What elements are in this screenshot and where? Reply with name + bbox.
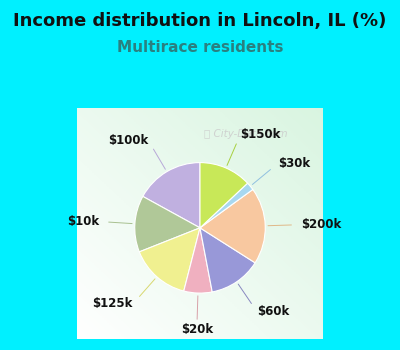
Text: Income distribution in Lincoln, IL (%): Income distribution in Lincoln, IL (%) <box>13 12 387 30</box>
Text: $150k: $150k <box>240 128 281 141</box>
Text: $125k: $125k <box>93 298 133 310</box>
Text: $60k: $60k <box>257 305 289 318</box>
Wedge shape <box>200 163 248 228</box>
Text: ⓘ City-Data.com: ⓘ City-Data.com <box>204 128 288 139</box>
Wedge shape <box>184 228 212 293</box>
Text: $30k: $30k <box>278 157 310 170</box>
Wedge shape <box>200 189 265 263</box>
Wedge shape <box>135 196 200 252</box>
Text: $20k: $20k <box>181 323 213 336</box>
Text: $10k: $10k <box>67 215 99 228</box>
Text: $200k: $200k <box>301 218 342 231</box>
Text: Multirace residents: Multirace residents <box>117 40 283 55</box>
Wedge shape <box>143 163 200 228</box>
Wedge shape <box>139 228 200 291</box>
Wedge shape <box>200 183 253 228</box>
Text: $100k: $100k <box>108 134 148 147</box>
Wedge shape <box>200 228 255 292</box>
